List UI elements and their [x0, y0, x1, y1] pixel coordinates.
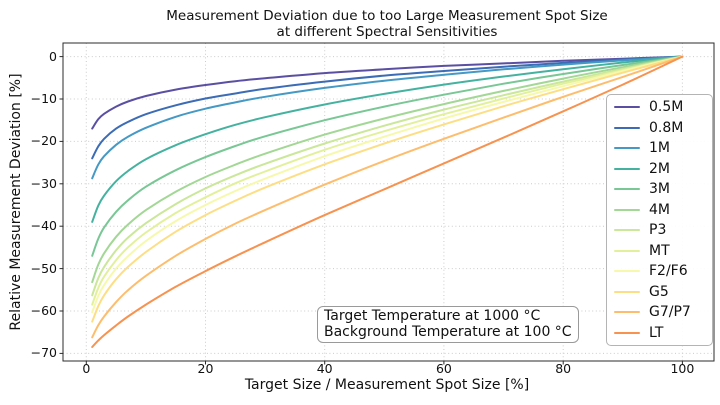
curve-G5	[91, 55, 684, 323]
y-tick-label--20: −20	[30, 133, 57, 149]
legend-item-F2/F6: F2/F6	[607, 261, 712, 282]
x-tick-label-40: 40	[316, 361, 333, 376]
legend-line-swatch	[614, 249, 640, 252]
legend-line-swatch	[614, 290, 640, 293]
legend-label: 0.5M	[649, 99, 684, 116]
legend-label: P3	[649, 222, 667, 239]
y-tick-label--40: −40	[30, 218, 57, 234]
legend-item-1M: 1M	[607, 138, 712, 159]
legend-label: LT	[649, 324, 664, 341]
legend-line-swatch	[614, 229, 640, 232]
annotation-line2: Background Temperature at 100 °C	[324, 323, 572, 340]
y-tick-label--50: −50	[30, 260, 57, 276]
legend-label: 0.8M	[649, 119, 684, 136]
curve-0.5M	[91, 55, 684, 130]
legend-line-swatch	[614, 167, 640, 170]
chart-title-line1: Measurement Deviation due to too Large M…	[166, 8, 608, 24]
curve-LT	[91, 55, 684, 348]
legend-line-swatch	[614, 147, 640, 150]
x-tick-label-0: 0	[82, 361, 91, 376]
y-tick-label--30: −30	[30, 175, 57, 191]
y-tick-label--10: −10	[30, 91, 57, 106]
legend-item-0.5M: 0.5M	[607, 97, 712, 118]
legend-item-P3: P3	[607, 220, 712, 241]
curve-2M	[91, 55, 684, 223]
curve-P3	[91, 55, 684, 297]
legend-label: 2M	[649, 160, 670, 177]
chart-title-line2: at different Spectral Sensitivities	[276, 24, 498, 40]
legend-item-G5: G5	[607, 282, 712, 303]
legend-item-LT: LT	[607, 323, 712, 344]
legend-label: 1M	[649, 140, 670, 157]
legend-item-MT: MT	[607, 241, 712, 262]
legend-line-swatch	[614, 331, 640, 334]
legend: 0.5M 0.8M 1M 2M 3M 4M P3 MT F2/F6 G5 G7/P7 LT	[606, 94, 713, 346]
legend-line-swatch	[614, 311, 640, 314]
curve-1M	[91, 55, 684, 180]
legend-item-4M: 4M	[607, 200, 712, 221]
x-tick-label-80: 80	[555, 361, 572, 376]
x-tick-label-60: 60	[435, 361, 452, 376]
x-tick-label-100: 100	[670, 361, 695, 376]
legend-label: 4M	[649, 201, 670, 218]
curve-F2/F6	[91, 55, 684, 314]
legend-line-swatch	[614, 126, 640, 129]
legend-line-swatch	[614, 208, 640, 211]
y-tick-label--70: −70	[30, 345, 57, 361]
curve-4M	[91, 55, 684, 284]
y-tick-label--60: −60	[30, 303, 57, 318]
legend-line-swatch	[614, 270, 640, 273]
legend-label: G7/P7	[649, 304, 691, 321]
legend-item-0.8M: 0.8M	[607, 118, 712, 139]
legend-label: F2/F6	[649, 263, 688, 280]
curve-0.8M	[91, 55, 684, 160]
legend-item-2M: 2M	[607, 159, 712, 180]
x-tick-label-20: 20	[197, 361, 214, 376]
y-tick-label-0: 0	[49, 48, 57, 64]
curve-G7/P7	[91, 55, 684, 339]
x-axis-label: Target Size / Measurement Spot Size [%]	[244, 377, 530, 393]
axes-spines	[62, 42, 715, 362]
legend-label: 3M	[649, 181, 670, 198]
legend-item-3M: 3M	[607, 179, 712, 200]
legend-label: MT	[649, 242, 670, 259]
annotation-box: Target Temperature at 1000 °C Background…	[317, 306, 579, 343]
legend-item-G7/P7: G7/P7	[607, 302, 712, 323]
curve-MT	[91, 55, 684, 306]
legend-line-swatch	[614, 188, 640, 191]
legend-line-swatch	[614, 106, 640, 109]
curve-3M	[91, 55, 684, 257]
legend-label: G5	[649, 283, 669, 300]
annotation-line1: Target Temperature at 1000 °C	[324, 308, 541, 324]
